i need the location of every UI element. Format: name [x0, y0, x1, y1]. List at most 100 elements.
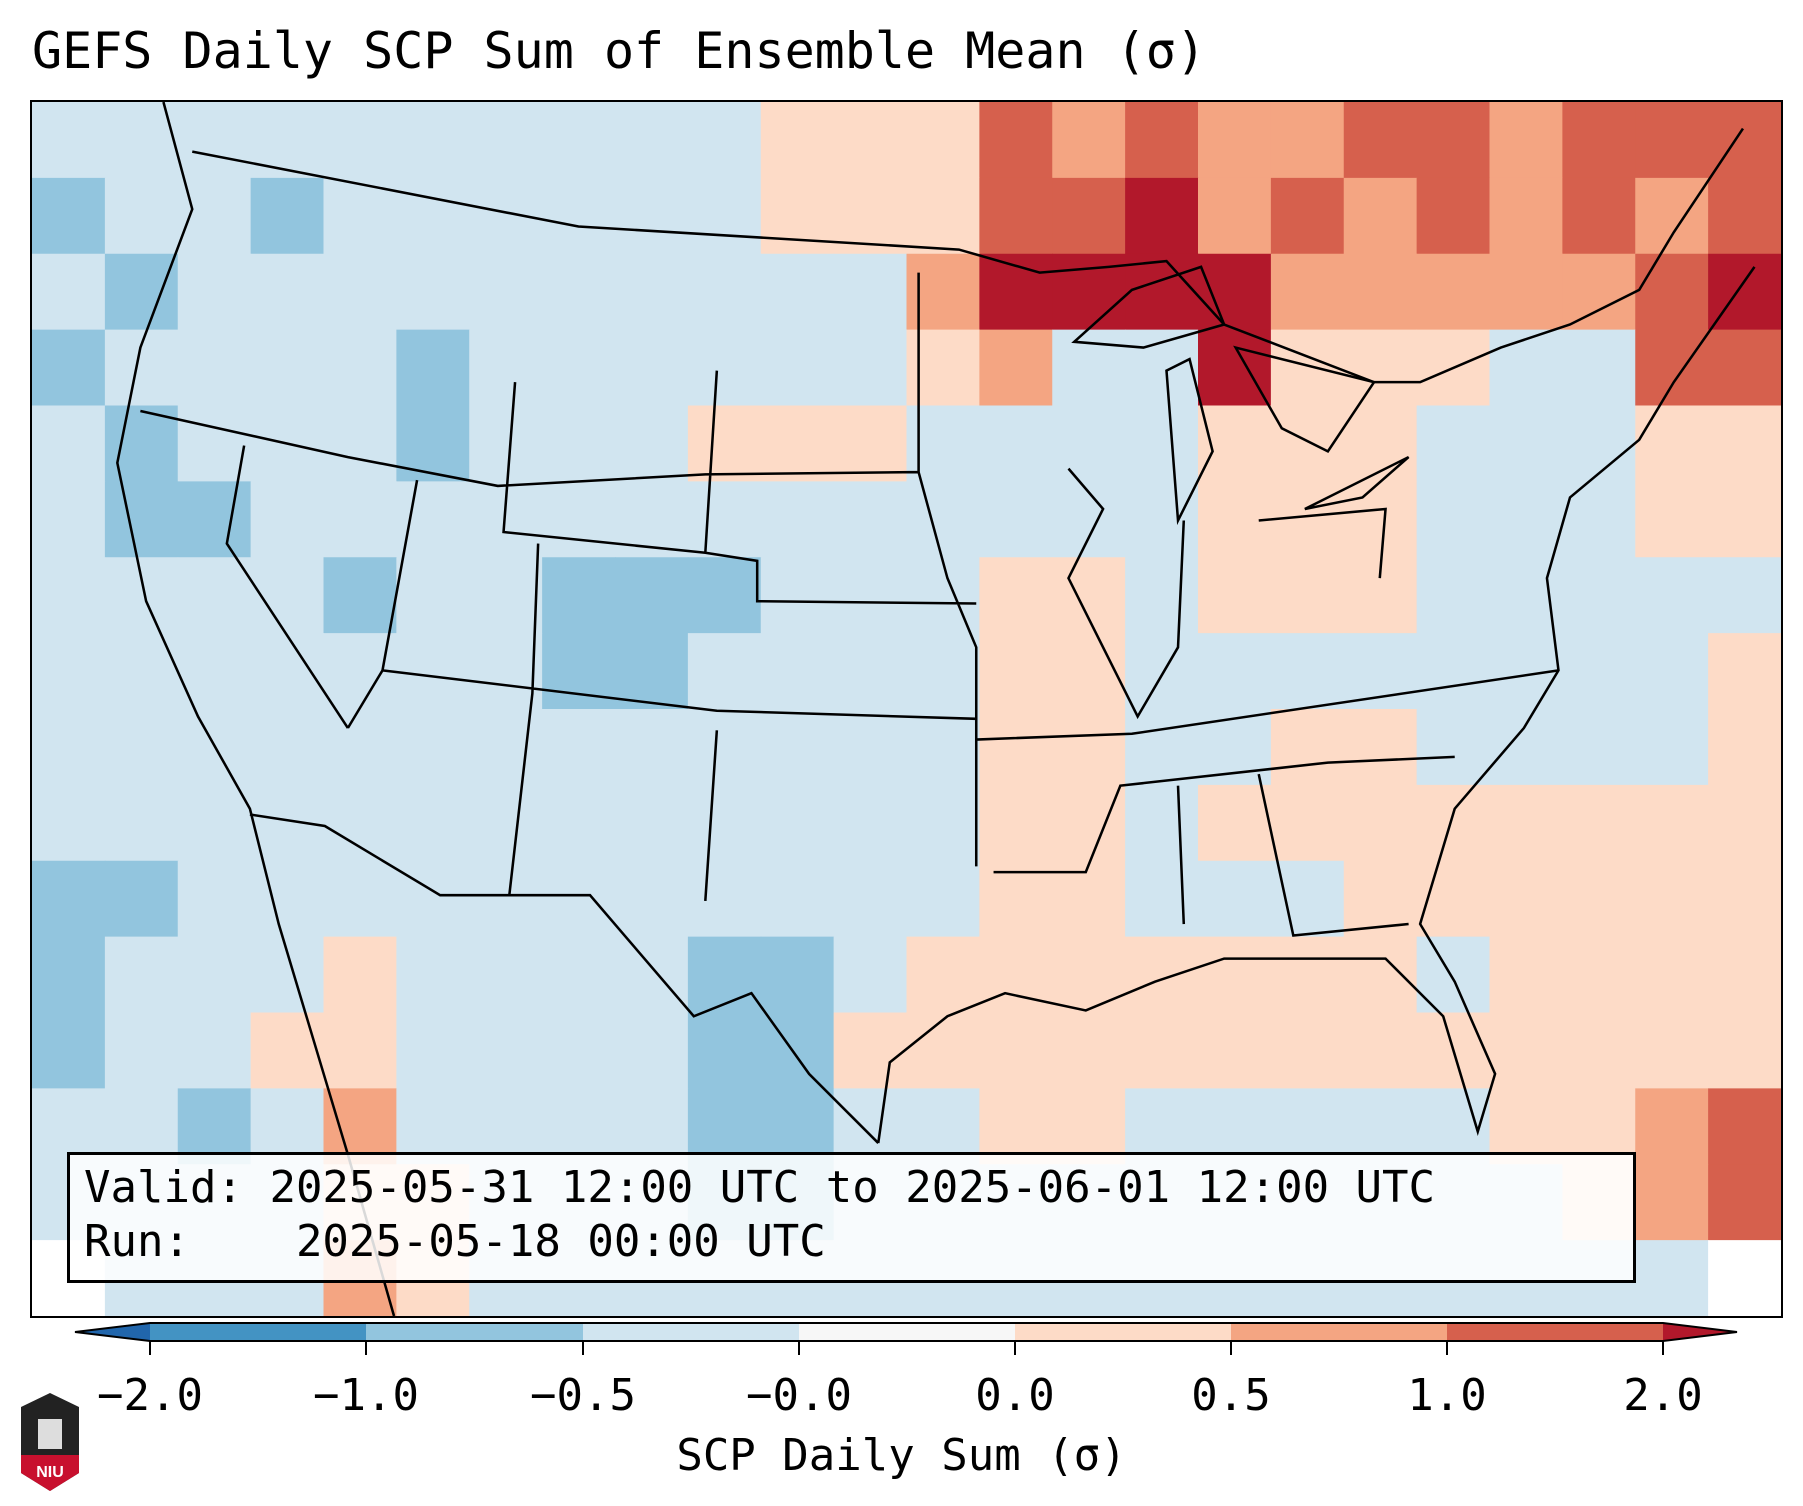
field-cell	[250, 860, 325, 938]
field-cell	[1052, 557, 1126, 634]
border-canada	[192, 127, 1745, 384]
field-cell	[979, 633, 1053, 710]
field-cell	[323, 557, 397, 634]
field-cell	[1489, 860, 1563, 938]
field-cell	[1125, 177, 1199, 255]
field-cell	[979, 557, 1053, 634]
info-box: Valid: 2025-05-31 12:00 UTC to 2025-06-0…	[67, 1152, 1636, 1283]
field-cell	[760, 633, 835, 710]
field-cell	[979, 329, 1053, 407]
field-cell	[1052, 709, 1126, 786]
field-cell	[1198, 253, 1272, 331]
field-cell	[32, 102, 106, 179]
field-cell	[760, 557, 835, 634]
field-cell	[1489, 405, 1563, 482]
field-cell	[615, 557, 689, 634]
field-cell	[979, 481, 1053, 558]
map-panel	[30, 100, 1783, 1318]
field-cell	[32, 405, 106, 482]
field-cell	[615, 860, 689, 938]
field-cell	[1562, 557, 1636, 634]
field-cell	[833, 481, 908, 558]
field-cell	[323, 860, 397, 938]
field-cell	[615, 329, 689, 407]
field-cell	[323, 329, 397, 407]
field-cell	[1489, 253, 1563, 331]
field-cell	[1708, 709, 1781, 786]
field-cell	[1343, 481, 1418, 558]
field-cell	[833, 709, 908, 786]
field-cell	[323, 481, 397, 558]
field-cell	[1052, 633, 1126, 710]
colorbar-tick-label: −1.0	[313, 1370, 419, 1421]
field-cell	[615, 253, 689, 331]
run-label: Run:	[84, 1216, 190, 1267]
field-cell	[1343, 177, 1418, 255]
field-cell	[32, 177, 106, 255]
colorbar-segment	[799, 1323, 1015, 1341]
field-cell	[1270, 102, 1345, 179]
field-cell	[469, 177, 543, 255]
heatmap-field	[32, 102, 1781, 1316]
valid-value: 2025-05-31 12:00 UTC to 2025-06-01 12:00…	[269, 1162, 1436, 1213]
field-cell	[979, 860, 1053, 938]
field-cell	[104, 405, 179, 482]
field-cell	[906, 633, 980, 710]
field-cell	[833, 253, 908, 331]
field-cell	[32, 936, 106, 1014]
field-cell	[1635, 177, 1709, 255]
field-cell	[1635, 633, 1709, 710]
field-cell	[1635, 405, 1709, 482]
field-cell	[1416, 253, 1491, 331]
field-cell	[1270, 1012, 1345, 1089]
field-cell	[1562, 860, 1636, 938]
colorbar-segment	[1015, 1323, 1231, 1341]
field-cell	[760, 481, 835, 558]
field-cell	[1416, 481, 1491, 558]
chart-title: GEFS Daily SCP Sum of Ensemble Mean (σ)	[32, 22, 1206, 80]
field-cell	[542, 709, 616, 786]
field-cell	[1270, 329, 1345, 407]
field-cell	[1708, 557, 1781, 634]
field-cell	[1198, 633, 1272, 710]
field-cell	[542, 481, 616, 558]
field-cell	[687, 329, 762, 407]
field-cell	[1708, 481, 1781, 558]
niu-logo: NIU	[21, 1393, 79, 1491]
field-cell	[32, 329, 106, 407]
field-cell	[542, 329, 616, 407]
field-cell	[1489, 1012, 1563, 1089]
field-cell	[1270, 860, 1345, 938]
field-cell	[1343, 709, 1418, 786]
field-cell	[177, 1012, 252, 1089]
field-cell	[104, 557, 179, 634]
field-cell	[542, 936, 616, 1014]
field-cell	[1343, 253, 1418, 331]
field-cell	[1562, 709, 1636, 786]
field-cell	[250, 936, 325, 1014]
field-cell	[1125, 633, 1199, 710]
field-cell	[542, 860, 616, 938]
field-cell	[1416, 405, 1491, 482]
field-cell	[979, 405, 1053, 482]
field-cell	[1635, 784, 1709, 862]
field-cell	[1198, 1012, 1272, 1089]
field-cell	[542, 405, 616, 482]
field-cell	[760, 253, 835, 331]
field-cell	[906, 481, 980, 558]
field-cell	[1708, 784, 1781, 862]
field-cell	[323, 405, 397, 482]
field-cell	[396, 253, 470, 331]
field-cell	[833, 405, 908, 482]
field-cell	[760, 860, 835, 938]
field-cell	[1708, 1012, 1781, 1089]
field-cell	[1343, 1012, 1418, 1089]
field-cell	[833, 102, 908, 179]
field-cell	[1635, 1088, 1709, 1165]
field-cell	[615, 709, 689, 786]
field-cell	[1635, 709, 1709, 786]
field-cell	[1125, 253, 1199, 331]
field-cell	[687, 860, 762, 938]
field-cell	[1270, 557, 1345, 634]
field-cell	[1052, 784, 1126, 862]
